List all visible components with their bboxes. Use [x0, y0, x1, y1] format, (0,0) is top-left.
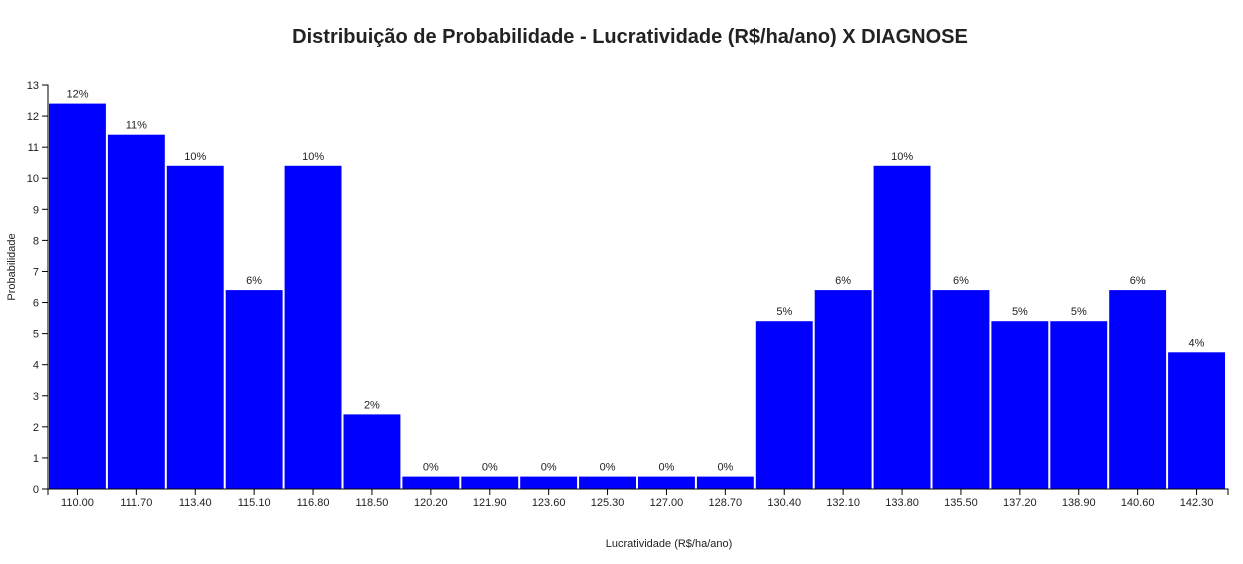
y-tick-label: 9 [33, 204, 39, 216]
bar-115.10 [225, 290, 283, 489]
y-tick-label: 3 [33, 391, 39, 403]
bar-value-label: 6% [1130, 275, 1146, 287]
bar-140.60 [1109, 290, 1167, 489]
bar-value-label: 0% [541, 462, 557, 474]
bar-value-label: 5% [776, 306, 792, 318]
bar-132.10 [814, 290, 872, 489]
bar-value-label: 10% [184, 151, 206, 163]
bar-130.40 [755, 321, 813, 489]
plot-area: 12% 11% 10% 6% 10% 2% 0% 0% 0% 0% 0% 0% 5% 6% 10% 6% 5% 5… [27, 80, 1229, 509]
bar-138.90 [1050, 321, 1108, 489]
bar-value-label: 2% [364, 399, 380, 411]
y-tick-label: 4 [33, 360, 39, 372]
y-axis-line [42, 84, 49, 490]
y-tick-label: 1 [33, 453, 39, 465]
bar-value-label: 10% [891, 151, 913, 163]
bar-value-label: 6% [953, 275, 969, 287]
y-tick-label: 7 [33, 266, 39, 278]
x-tick-label: 138.90 [1062, 497, 1096, 509]
bar-value-label: 12% [66, 89, 88, 101]
y-tick-label: 11 [28, 142, 39, 154]
x-tick-label: 115.10 [238, 497, 271, 509]
x-tick-label: 128.70 [709, 497, 743, 509]
bar-value-label: 10% [302, 151, 324, 163]
bar-value-label: 5% [1012, 306, 1028, 318]
bar-121.90 [461, 476, 519, 489]
bar-value-label: 6% [835, 275, 851, 287]
y-tick-label: 2 [33, 422, 39, 434]
bar-118.50 [343, 414, 401, 489]
bar-value-label: 6% [246, 275, 262, 287]
y-tick-label: 6 [33, 298, 39, 310]
bar-113.40 [166, 165, 224, 490]
bar-133.80 [873, 165, 931, 490]
bar-value-label: 0% [423, 462, 439, 474]
x-tick-label: 135.50 [944, 497, 978, 509]
y-tick-label: 5 [33, 329, 39, 341]
x-tick-label: 111.70 [120, 497, 152, 509]
bar-value-label: 0% [482, 462, 498, 474]
chart-title: Distribuição de Probabilidade - Lucrativ… [292, 26, 968, 48]
x-tick-label: 130.40 [767, 497, 801, 509]
bar-125.30 [579, 476, 636, 489]
x-tick-label: 118.50 [356, 497, 389, 509]
x-axis-line [47, 488, 1229, 495]
bar-111.70 [107, 134, 165, 489]
x-tick-label: 132.10 [826, 497, 860, 509]
x-tick-label: 123.60 [532, 497, 566, 509]
y-tick-label: 10 [27, 173, 39, 185]
x-tick-label: 140.60 [1121, 497, 1155, 509]
y-axis-label: Probabilidade [6, 233, 18, 300]
x-tick-label: 142.30 [1180, 497, 1214, 509]
bar-110.00 [49, 103, 106, 489]
x-tick-label: 125.30 [591, 497, 625, 509]
x-tick-label: 116.80 [297, 497, 330, 509]
bar-123.60 [520, 476, 578, 489]
bar-116.80 [284, 165, 342, 490]
bar-142.30 [1168, 352, 1225, 489]
bar-127.00 [638, 476, 695, 489]
x-tick-label: 137.20 [1003, 497, 1037, 509]
y-tick-label: 12 [27, 111, 39, 123]
bar-137.20 [991, 321, 1049, 489]
x-tick-label: 127.00 [650, 497, 684, 509]
bar-value-label: 0% [717, 462, 733, 474]
bar-135.50 [932, 290, 990, 489]
x-tick-label: 110.00 [61, 497, 94, 509]
bar-value-label: 0% [659, 462, 675, 474]
bar-value-label: 4% [1189, 337, 1205, 349]
y-tick-label: 0 [33, 484, 39, 496]
bar-value-label: 0% [600, 462, 616, 474]
y-tick-label: 13 [27, 80, 39, 92]
x-axis-label: Lucratividade (R$/ha/ano) [606, 538, 733, 550]
x-tick-label: 120.20 [414, 497, 448, 509]
bar-value-label: 11% [126, 120, 147, 132]
y-tick-label: 8 [33, 235, 39, 247]
x-tick-label: 133.80 [885, 497, 919, 509]
x-tick-label: 121.90 [473, 497, 507, 509]
bar-value-label: 5% [1071, 306, 1087, 318]
x-tick-label: 113.40 [179, 497, 212, 509]
bar-120.20 [402, 476, 460, 489]
bar-128.70 [696, 476, 754, 489]
